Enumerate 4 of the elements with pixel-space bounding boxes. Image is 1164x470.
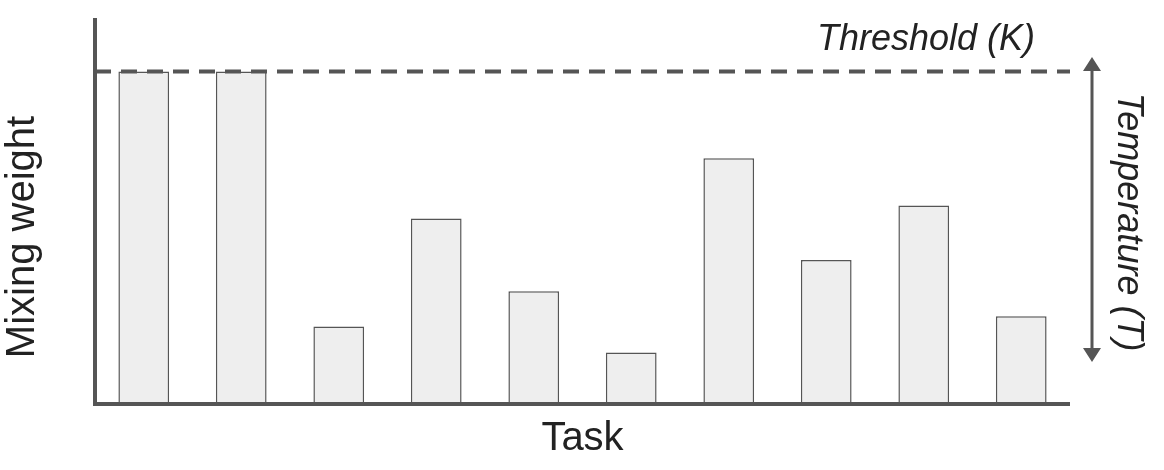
x-axis-title: Task: [540, 414, 625, 459]
text: Temperature (T): [1109, 92, 1151, 352]
y-axis-title: Mixing weight: [0, 114, 42, 361]
ref-line-label: Threshold (K): [816, 16, 1035, 58]
